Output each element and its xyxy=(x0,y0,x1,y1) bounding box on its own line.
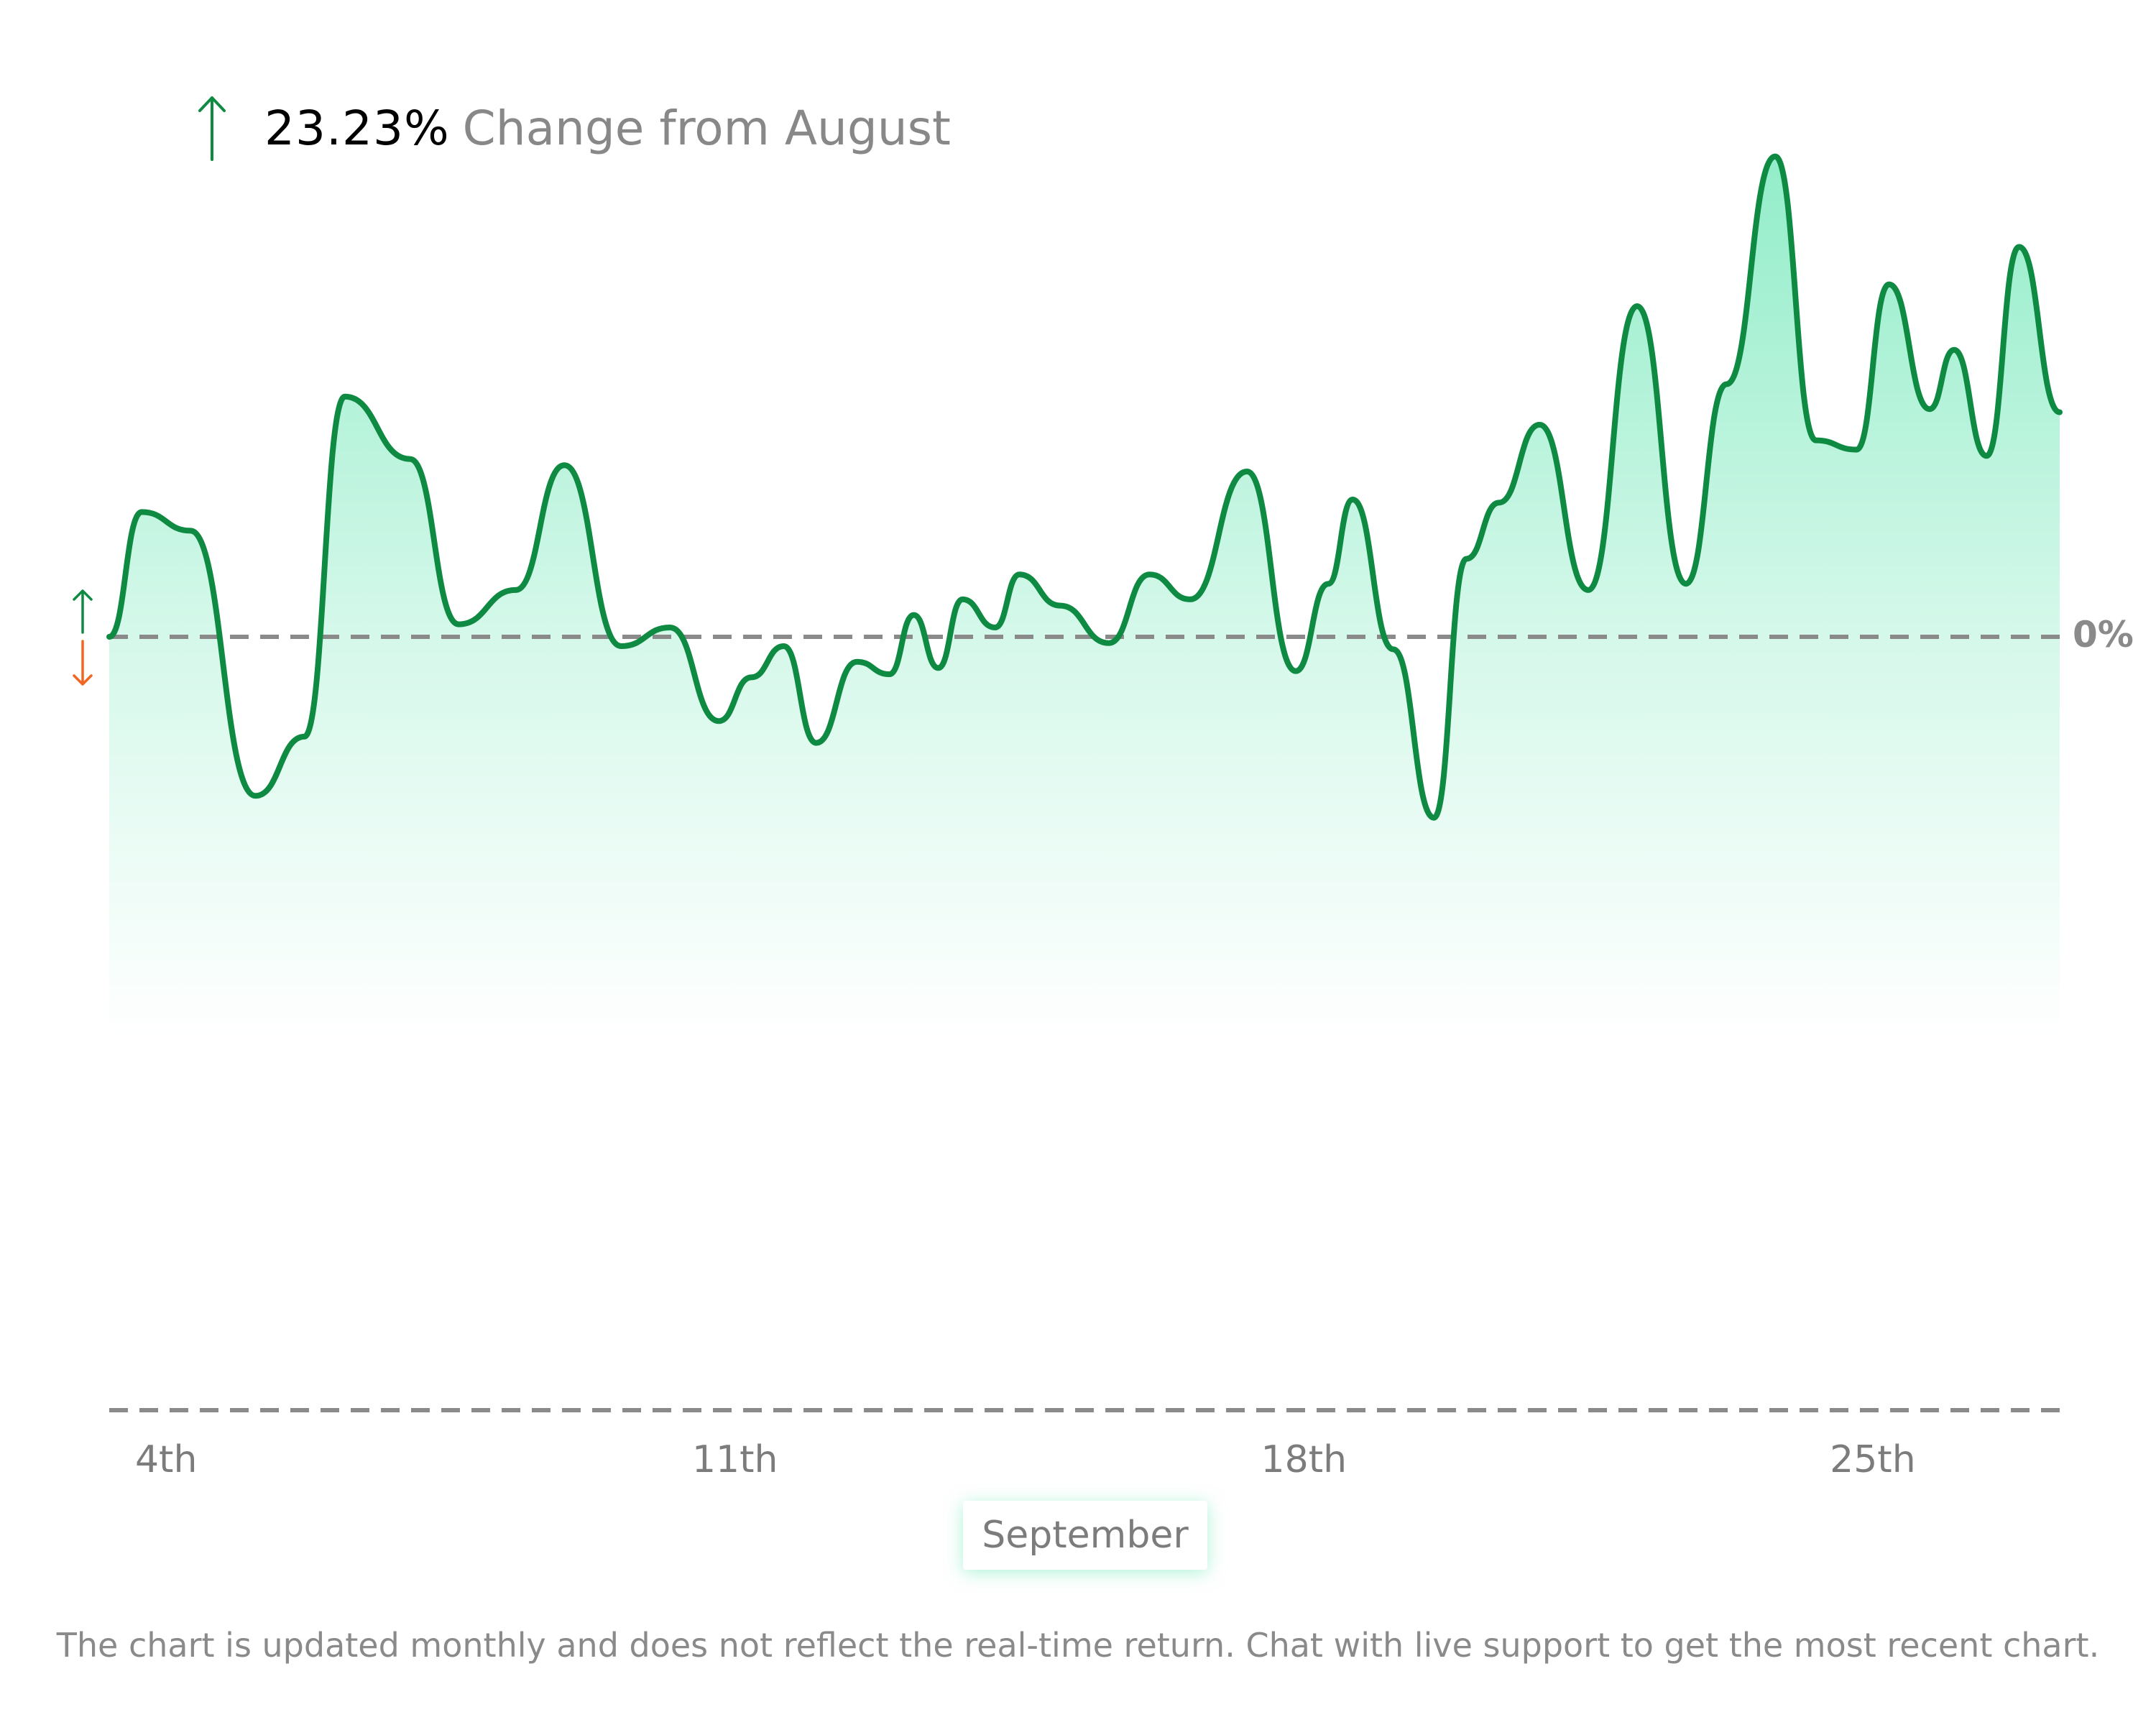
x-tick-label: 4th xyxy=(135,1438,197,1481)
area-fill xyxy=(109,156,2060,1195)
change-label: Change from August xyxy=(462,100,951,156)
x-tick-label: 25th xyxy=(1830,1438,1916,1481)
up-arrow-icon xyxy=(198,96,226,161)
up-arrow-icon xyxy=(73,589,93,634)
zero-label: 0% xyxy=(2073,614,2134,656)
performance-chart: 0% 4th 11th 18th 25th xyxy=(73,153,2134,1481)
legend-arrows xyxy=(73,589,93,686)
change-value: 23.23% xyxy=(264,100,450,156)
footnote: The chart is updated monthly and does no… xyxy=(56,1626,2100,1665)
x-tick-label: 18th xyxy=(1261,1438,1348,1481)
change-summary: 23.23% Change from August xyxy=(195,92,951,164)
x-axis-ticks: 4th 11th 18th 25th xyxy=(135,1438,1916,1481)
month-selector[interactable]: September xyxy=(963,1501,1207,1570)
series-line xyxy=(106,153,2063,821)
x-tick-label: 11th xyxy=(692,1438,778,1481)
down-arrow-icon xyxy=(73,640,93,686)
